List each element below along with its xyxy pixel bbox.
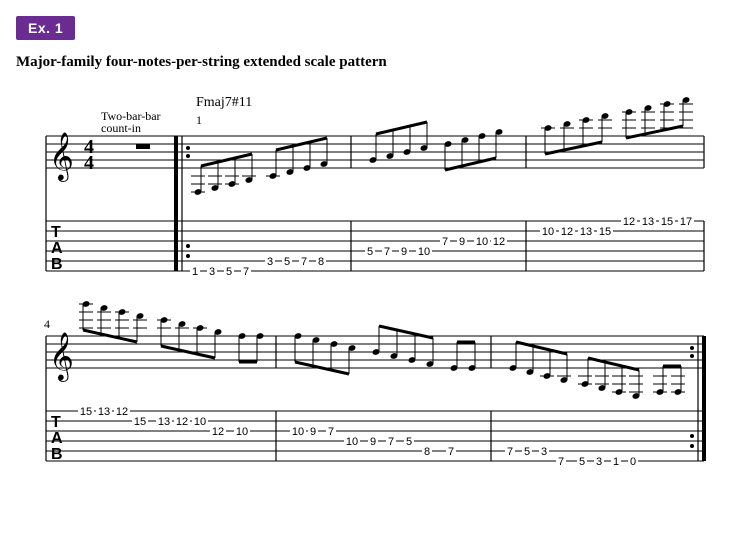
svg-text:12: 12 <box>212 426 224 438</box>
exercise-title: Major-family four-notes-per-string exten… <box>16 54 740 71</box>
svg-text:12: 12 <box>493 236 505 248</box>
svg-text:3: 3 <box>267 256 273 268</box>
svg-text:0: 0 <box>630 456 636 468</box>
svg-text:4: 4 <box>84 152 94 174</box>
svg-text:15: 15 <box>80 406 92 418</box>
svg-text:7: 7 <box>384 246 390 258</box>
score-system-2: 𝄞TAB415131215131210121010971097587753753… <box>16 281 716 481</box>
svg-text:8: 8 <box>318 256 324 268</box>
svg-text:5: 5 <box>524 446 530 458</box>
svg-text:13: 13 <box>580 226 592 238</box>
svg-text:12: 12 <box>116 406 128 418</box>
svg-text:7: 7 <box>442 236 448 248</box>
svg-text:15: 15 <box>599 226 611 238</box>
svg-text:9: 9 <box>401 246 407 258</box>
svg-text:7: 7 <box>243 266 249 278</box>
svg-text:13: 13 <box>642 216 654 228</box>
svg-text:7: 7 <box>301 256 307 268</box>
svg-text:count-in: count-in <box>101 121 141 135</box>
svg-text:15: 15 <box>661 216 673 228</box>
svg-text:8: 8 <box>424 446 430 458</box>
svg-text:B: B <box>51 446 63 463</box>
svg-text:5: 5 <box>284 256 290 268</box>
svg-text:T: T <box>51 414 61 431</box>
svg-text:17: 17 <box>680 216 692 228</box>
svg-text:10: 10 <box>292 426 304 438</box>
svg-text:10: 10 <box>236 426 248 438</box>
svg-text:13: 13 <box>158 416 170 428</box>
svg-text:15: 15 <box>134 416 146 428</box>
svg-text:9: 9 <box>459 236 465 248</box>
svg-text:1: 1 <box>613 456 619 468</box>
score-system-1: 𝄞TAB44Two-bar-barcount-inFmaj7#111135735… <box>16 81 716 281</box>
svg-text:10: 10 <box>542 226 554 238</box>
svg-text:3: 3 <box>596 456 602 468</box>
svg-text:10: 10 <box>476 236 488 248</box>
svg-text:1: 1 <box>192 266 198 278</box>
svg-text:12: 12 <box>623 216 635 228</box>
svg-text:3: 3 <box>541 446 547 458</box>
svg-text:9: 9 <box>370 436 376 448</box>
svg-text:A: A <box>51 430 63 447</box>
svg-text:12: 12 <box>561 226 573 238</box>
svg-text:𝄞: 𝄞 <box>49 132 74 182</box>
svg-text:10: 10 <box>418 246 430 258</box>
exercise-badge: Ex. 1 <box>16 16 75 40</box>
svg-text:7: 7 <box>448 446 454 458</box>
svg-text:1: 1 <box>196 113 202 127</box>
svg-text:𝄞: 𝄞 <box>49 332 74 382</box>
svg-text:5: 5 <box>579 456 585 468</box>
svg-text:T: T <box>51 224 61 241</box>
svg-text:12: 12 <box>176 416 188 428</box>
svg-text:5: 5 <box>406 436 412 448</box>
svg-text:5: 5 <box>226 266 232 278</box>
svg-text:10: 10 <box>346 436 358 448</box>
svg-text:5: 5 <box>367 246 373 258</box>
svg-text:13: 13 <box>98 406 110 418</box>
svg-text:4: 4 <box>44 317 50 331</box>
svg-text:Fmaj7#11: Fmaj7#11 <box>196 95 252 110</box>
svg-text:7: 7 <box>558 456 564 468</box>
svg-text:10: 10 <box>194 416 206 428</box>
svg-text:9: 9 <box>310 426 316 438</box>
svg-text:3: 3 <box>209 266 215 278</box>
svg-text:B: B <box>51 256 63 273</box>
svg-text:7: 7 <box>507 446 513 458</box>
svg-text:7: 7 <box>388 436 394 448</box>
svg-text:7: 7 <box>328 426 334 438</box>
svg-text:A: A <box>51 240 63 257</box>
